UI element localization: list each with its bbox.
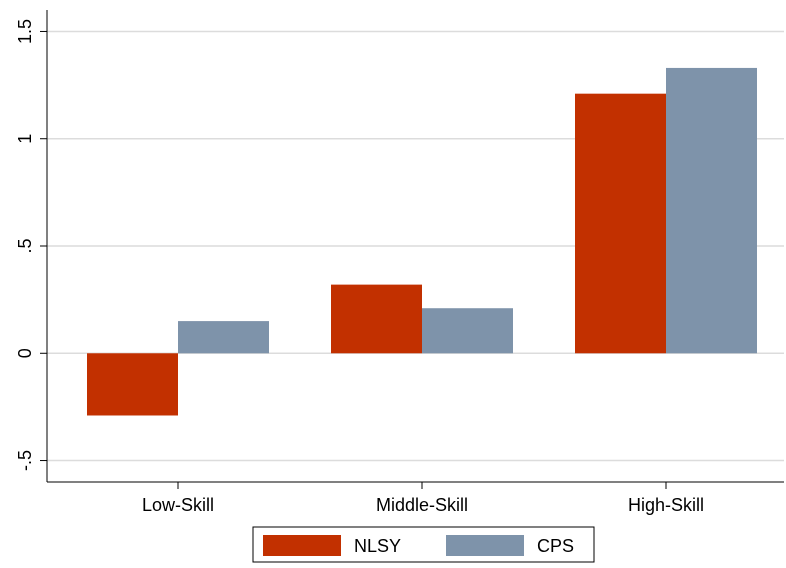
- y-tick-label: 0: [15, 348, 35, 358]
- y-tick-label: -.5: [15, 450, 35, 471]
- bar: [87, 353, 178, 416]
- legend-swatch: [446, 535, 524, 556]
- x-tick-label: Low-Skill: [142, 495, 214, 515]
- bar: [178, 321, 269, 354]
- y-tick-label: .5: [15, 238, 35, 253]
- bar: [422, 308, 513, 354]
- bar: [666, 67, 757, 354]
- y-tick-label: 1: [15, 134, 35, 144]
- x-tick-label: High-Skill: [628, 495, 704, 515]
- x-tick-label: Middle-Skill: [376, 495, 468, 515]
- bar: [575, 93, 666, 354]
- legend-swatch: [263, 535, 341, 556]
- legend-label: NLSY: [354, 536, 401, 556]
- bar: [331, 284, 422, 354]
- y-tick-label: 1.5: [15, 19, 35, 44]
- legend-label: CPS: [537, 536, 574, 556]
